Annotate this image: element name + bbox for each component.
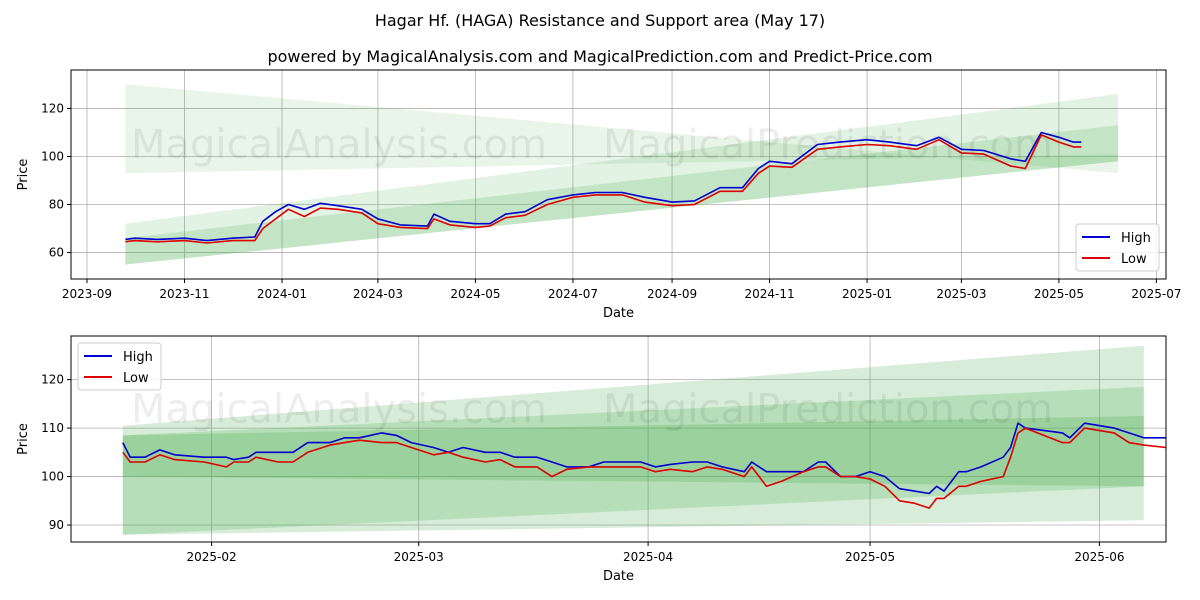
legend-box bbox=[77, 342, 162, 391]
x-tick-label: 2023-11 bbox=[159, 287, 209, 301]
axes-frame bbox=[70, 69, 1167, 280]
series bbox=[125, 131, 1082, 244]
watermarks: MagicalAnalysis.com MagicalPrediction.com bbox=[131, 387, 1053, 433]
watermark-2: MagicalPrediction.com bbox=[603, 387, 1053, 433]
x-tick-label: 2024-05 bbox=[450, 287, 500, 301]
y-tick-label: 100 bbox=[41, 149, 64, 163]
series-line-low bbox=[122, 427, 1166, 509]
legend-label-low: Low bbox=[1121, 252, 1147, 267]
watermark-1: MagicalAnalysis.com bbox=[131, 122, 547, 168]
band bbox=[122, 386, 1144, 535]
support-resistance-bands bbox=[125, 84, 1119, 265]
y-tick-label: 80 bbox=[49, 198, 64, 212]
y-tick-label: 100 bbox=[41, 470, 64, 484]
y-axis-label: Price bbox=[16, 159, 31, 191]
bottom-panel: MagicalAnalysis.com MagicalPrediction.com… bbox=[16, 335, 1167, 584]
legend-box bbox=[1075, 223, 1160, 272]
x-tick-label: 2024-07 bbox=[548, 287, 598, 301]
y-axis-label: Price bbox=[16, 423, 31, 455]
x-tick-label: 2025-05 bbox=[845, 550, 895, 564]
x-tick-label: 2024-11 bbox=[744, 287, 794, 301]
band bbox=[125, 84, 1119, 174]
band bbox=[125, 94, 1119, 265]
legend: High Low bbox=[77, 342, 162, 391]
legend-label-high: High bbox=[1121, 231, 1151, 246]
y-tick-label: 120 bbox=[41, 373, 64, 387]
x-tick-label: 2024-03 bbox=[353, 287, 403, 301]
ticks: 2025-02 2025-03 2025-04 2025-05 2025-06 90 100… bbox=[41, 373, 1124, 564]
y-tick-label: 120 bbox=[41, 101, 64, 115]
legend-label-low: Low bbox=[123, 371, 149, 386]
x-tick-label: 2023-09 bbox=[62, 287, 112, 301]
series-line-high bbox=[125, 131, 1082, 242]
ticks: 2023-09 2023-11 2024-01 2024-03 2024-05 2024-… bbox=[41, 101, 1181, 301]
chart-title: Hagar Hf. (HAGA) Resistance and Support … bbox=[375, 11, 825, 30]
series-line-high bbox=[122, 422, 1166, 495]
x-tick-label: 2024-09 bbox=[647, 287, 697, 301]
x-tick-label: 2025-04 bbox=[623, 550, 673, 564]
x-tick-label: 2025-03 bbox=[936, 287, 986, 301]
x-tick-label: 2024-01 bbox=[257, 287, 307, 301]
legend: High Low bbox=[1075, 223, 1160, 272]
series-line-low bbox=[125, 134, 1082, 244]
watermark-2: MagicalPrediction.com bbox=[603, 122, 1053, 168]
grid bbox=[71, 336, 1166, 542]
grid bbox=[71, 70, 1166, 279]
series bbox=[122, 422, 1166, 509]
y-tick-label: 110 bbox=[41, 421, 64, 435]
top-panel: MagicalAnalysis.com MagicalPrediction.com… bbox=[16, 69, 1181, 321]
x-axis-label: Date bbox=[603, 569, 634, 584]
x-tick-label: 2025-02 bbox=[187, 550, 237, 564]
x-tick-label: 2025-06 bbox=[1074, 550, 1124, 564]
legend-label-high: High bbox=[123, 350, 153, 365]
watermarks: MagicalAnalysis.com MagicalPrediction.com bbox=[131, 122, 1053, 168]
band bbox=[122, 345, 1144, 535]
x-tick-label: 2025-03 bbox=[394, 550, 444, 564]
support-resistance-bands bbox=[122, 345, 1144, 535]
chart-subtitle: powered by MagicalAnalysis.com and Magic… bbox=[267, 47, 932, 66]
x-tick-label: 2025-01 bbox=[842, 287, 892, 301]
axes-frame bbox=[70, 335, 1167, 543]
watermark-1: MagicalAnalysis.com bbox=[131, 387, 547, 433]
x-axis-label: Date bbox=[603, 306, 634, 321]
y-tick-label: 60 bbox=[49, 246, 64, 260]
y-tick-label: 90 bbox=[49, 518, 64, 532]
x-tick-label: 2025-07 bbox=[1131, 287, 1181, 301]
x-tick-label: 2025-05 bbox=[1034, 287, 1084, 301]
